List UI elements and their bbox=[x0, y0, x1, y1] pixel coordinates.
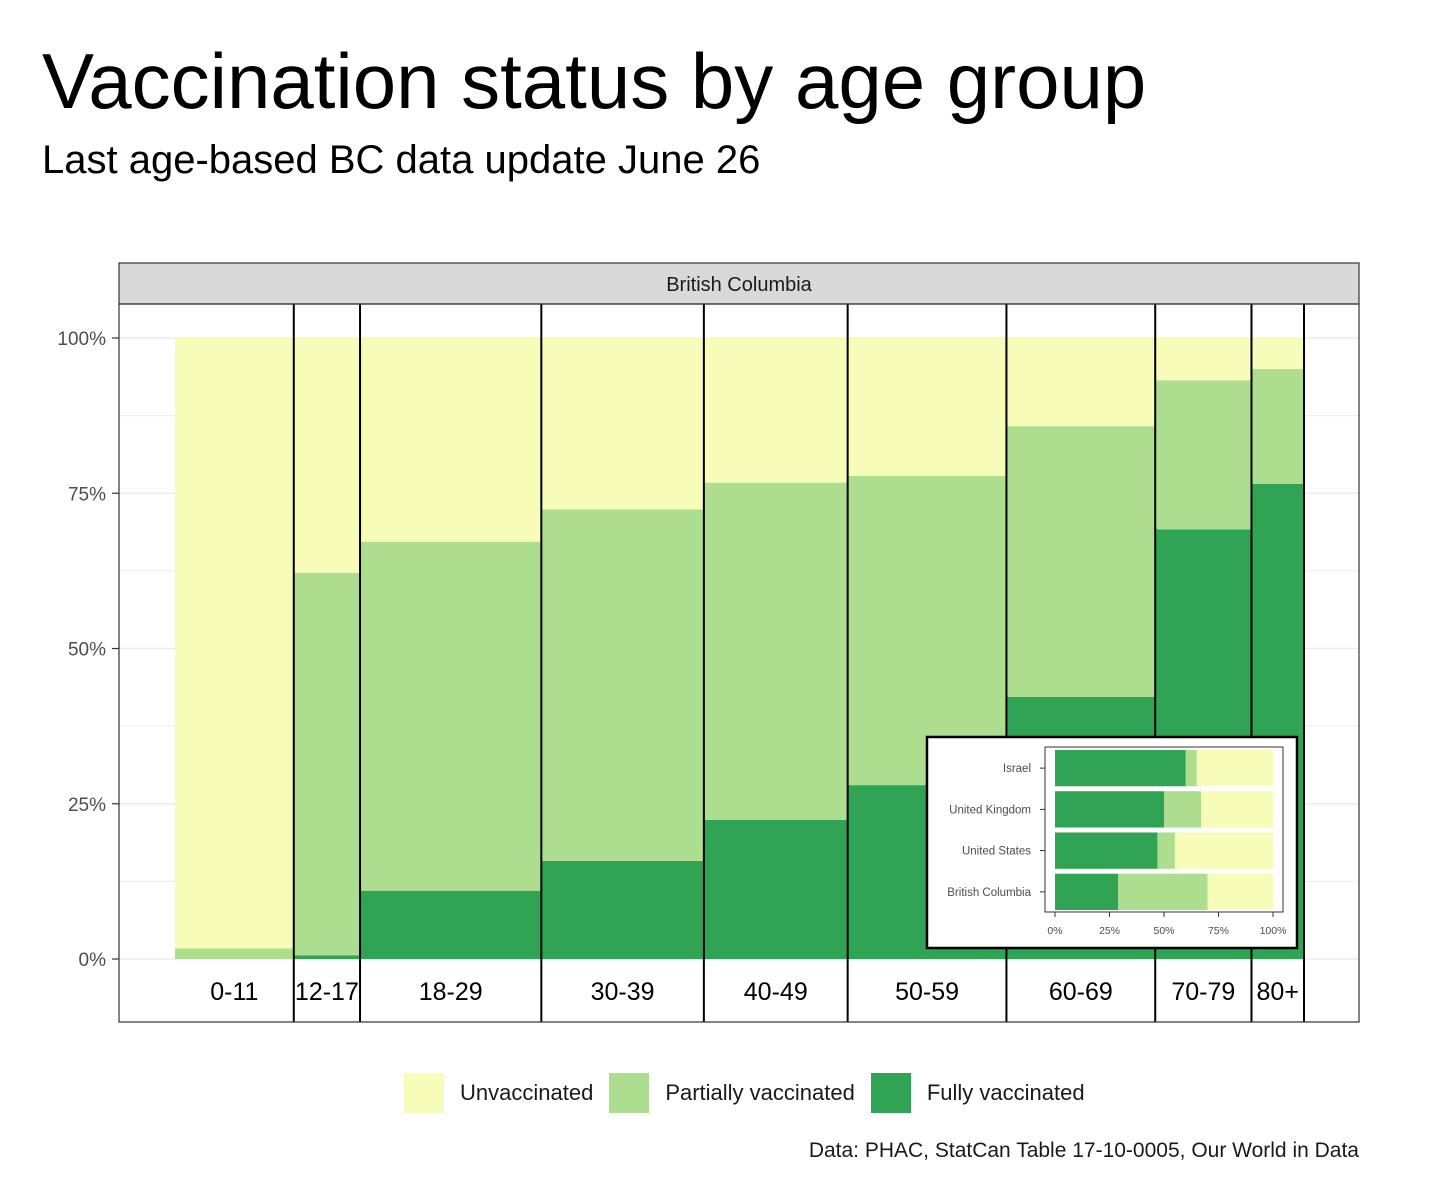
x-category-label: 70-79 bbox=[1171, 978, 1235, 1006]
inset-bar-segment-partially-vaccinated bbox=[1185, 749, 1197, 787]
y-tick-label: 100% bbox=[57, 329, 106, 350]
y-tick-label: 0% bbox=[79, 950, 107, 971]
data-source-caption: Data: PHAC, StatCan Table 17-10-0005, Ou… bbox=[808, 1139, 1359, 1162]
facet-strip-label: British Columbia bbox=[666, 274, 812, 296]
inset-category-label: Israel bbox=[1003, 763, 1031, 775]
bar-segment-fully-vaccinated bbox=[293, 955, 361, 959]
inset-bar-segment-partially-vaccinated bbox=[1118, 873, 1208, 911]
bar-segment-partially-vaccinated bbox=[847, 475, 1007, 786]
x-category-label: 40-49 bbox=[744, 978, 808, 1006]
bar-segment-unvaccinated bbox=[293, 338, 361, 573]
x-category-label: 80+ bbox=[1257, 978, 1299, 1006]
facet-strip bbox=[118, 262, 1360, 305]
bar-segment-fully-vaccinated bbox=[541, 860, 704, 959]
bar-segment-partially-vaccinated bbox=[1006, 426, 1156, 697]
inset-bar-segment-partially-vaccinated bbox=[1157, 832, 1175, 869]
bar-segment-partially-vaccinated bbox=[541, 509, 704, 861]
bar-segment-partially-vaccinated bbox=[293, 572, 361, 956]
x-category-label: 60-69 bbox=[1049, 978, 1113, 1006]
legend-item-full: Fully vaccinated bbox=[870, 1073, 1085, 1113]
x-category-label: 30-39 bbox=[591, 978, 655, 1006]
legend-key-full bbox=[870, 1073, 911, 1113]
y-tick-label: 75% bbox=[68, 484, 106, 505]
bar-segment-unvaccinated bbox=[1155, 338, 1252, 381]
inset-bar-segment-unvaccinated bbox=[1201, 791, 1273, 828]
legend-key-unvaccinated bbox=[404, 1073, 444, 1113]
bar-segment-fully-vaccinated bbox=[360, 890, 542, 959]
bar-segment-unvaccinated bbox=[360, 338, 542, 542]
inset-bar-segment-fully-vaccinated bbox=[1055, 832, 1158, 869]
y-tick-label: 50% bbox=[68, 640, 106, 661]
inset-x-tick-label: 75% bbox=[1208, 925, 1229, 937]
chart-subtitle: Last age-based BC data update June 26 bbox=[42, 138, 761, 182]
inset-category-label: British Columbia bbox=[947, 887, 1031, 899]
inset-x-tick-label: 50% bbox=[1153, 925, 1174, 937]
bar-segment-unvaccinated bbox=[703, 338, 848, 483]
inset-bar-segment-unvaccinated bbox=[1207, 873, 1273, 911]
bar-segment-partially-vaccinated bbox=[1251, 369, 1304, 484]
inset-bar-segment-unvaccinated bbox=[1196, 749, 1273, 787]
legend-label-unvaccinated: Unvaccinated bbox=[460, 1080, 594, 1105]
bar-segment-unvaccinated bbox=[1251, 338, 1304, 370]
inset-category-label: United Kingdom bbox=[949, 804, 1031, 816]
bar-segment-partially-vaccinated bbox=[1155, 380, 1252, 530]
x-category-label: 0-11 bbox=[210, 978, 258, 1006]
panel-border bbox=[118, 303, 1360, 1023]
x-category-label: 18-29 bbox=[419, 978, 483, 1006]
bar-segment-unvaccinated bbox=[541, 338, 704, 510]
legend-label-partial: Partially vaccinated bbox=[665, 1080, 855, 1105]
bar-segment-unvaccinated bbox=[847, 338, 1007, 476]
inset-bar-segment-unvaccinated bbox=[1174, 832, 1273, 869]
bar-segment-partially-vaccinated bbox=[703, 482, 848, 820]
inset-bar-segment-fully-vaccinated bbox=[1055, 749, 1186, 787]
inset-bar-segment-partially-vaccinated bbox=[1164, 791, 1202, 828]
bar-segment-unvaccinated bbox=[175, 338, 294, 949]
bar-segment-unvaccinated bbox=[1006, 338, 1156, 427]
inset-category-label: United States bbox=[962, 846, 1031, 858]
legend-label-full: Fully vaccinated bbox=[926, 1080, 1085, 1105]
bar-segment-partially-vaccinated bbox=[360, 541, 542, 891]
legend-item-partial: Partially vaccinated bbox=[609, 1073, 855, 1113]
inset-x-tick-label: 100% bbox=[1260, 925, 1287, 937]
inset-bar-segment-fully-vaccinated bbox=[1055, 791, 1164, 828]
legend-item-unvaccinated: Unvaccinated bbox=[404, 1073, 593, 1113]
legend: Unvaccinated Partially vaccinated Fully … bbox=[404, 1073, 1101, 1113]
legend-key-partial bbox=[609, 1073, 650, 1113]
inset-bar-segment-fully-vaccinated bbox=[1055, 873, 1119, 911]
bar-segment-partially-vaccinated bbox=[175, 948, 294, 959]
chart-title: Vaccination status by age group bbox=[42, 37, 1147, 125]
y-tick-label: 25% bbox=[68, 795, 106, 816]
inset-x-tick-label: 25% bbox=[1099, 925, 1120, 937]
inset-x-tick-label: 0% bbox=[1047, 925, 1062, 937]
x-category-label: 12-17 bbox=[295, 978, 359, 1006]
x-category-label: 50-59 bbox=[895, 978, 959, 1006]
bar-segment-fully-vaccinated bbox=[703, 819, 848, 959]
